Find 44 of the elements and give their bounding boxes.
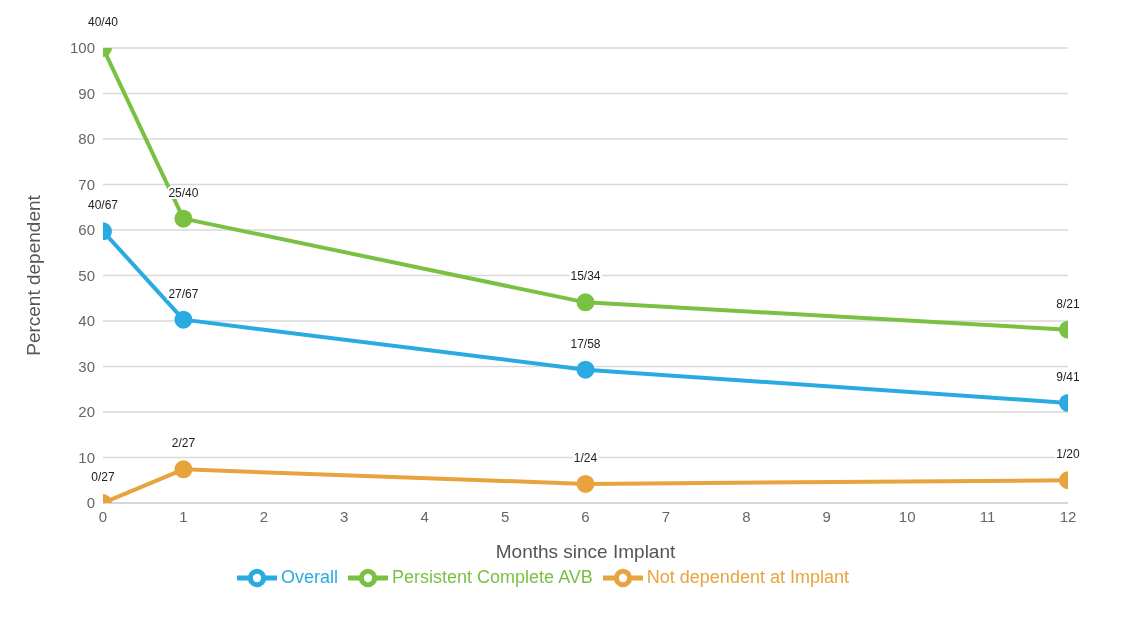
y-tick-label: 50 — [78, 266, 95, 284]
point — [576, 474, 595, 493]
x-tick-label: 11 — [979, 507, 996, 525]
data-label: 0/27 — [91, 470, 115, 484]
x-axis-title: Months since Implant — [495, 541, 676, 562]
data-label: 40/67 — [87, 198, 119, 213]
x-tick-label: 12 — [1059, 507, 1077, 525]
point — [576, 293, 595, 312]
x-tick-label: 6 — [581, 507, 590, 525]
y-tick-label: 90 — [78, 84, 95, 102]
x-tick-label: 0 — [98, 507, 108, 525]
data-label: 1/24 — [573, 450, 598, 465]
x-tick-label: 10 — [898, 507, 916, 525]
x-tick-label: 8 — [742, 507, 751, 525]
x-tick-label: 3 — [340, 507, 349, 525]
legend-label: Not dependent at Implant — [646, 566, 849, 587]
y-tick-label: 80 — [78, 130, 95, 148]
y-tick-label: 0 — [86, 494, 95, 512]
y-tick-label: 40 — [78, 312, 95, 330]
data-label: 40/40 — [87, 15, 119, 29]
x-tick-label: 2 — [259, 507, 269, 525]
y-tick-label: 20 — [78, 403, 95, 421]
data-label: 17/58 — [570, 336, 601, 351]
y-tick-label: 100 — [69, 39, 95, 57]
x-tick-label: 4 — [420, 507, 429, 525]
data-label: 2/27 — [171, 436, 196, 451]
y-tick-label: 10 — [78, 448, 95, 466]
data-label: 15/34 — [570, 269, 601, 284]
data-label: 27/67 — [168, 286, 199, 301]
data-label: 8/21 — [1056, 296, 1080, 311]
y-tick-label: 30 — [78, 357, 95, 375]
legend-label: Overall — [281, 566, 339, 587]
point — [174, 460, 193, 479]
y-axis-title: Percent dependent — [22, 194, 44, 356]
y-tick-label: 70 — [78, 175, 95, 193]
data-label: 1/20 — [1056, 447, 1080, 462]
point — [174, 209, 193, 228]
x-tick-label: 7 — [661, 507, 671, 525]
x-tick-label: 5 — [500, 507, 510, 525]
x-tick-label: 1 — [179, 507, 188, 525]
x-tick-label: 9 — [822, 507, 831, 525]
y-tick-label: 60 — [78, 221, 95, 239]
data-label: 9/41 — [1056, 369, 1080, 384]
legend-label: Persistent Complete AVB — [392, 566, 593, 587]
